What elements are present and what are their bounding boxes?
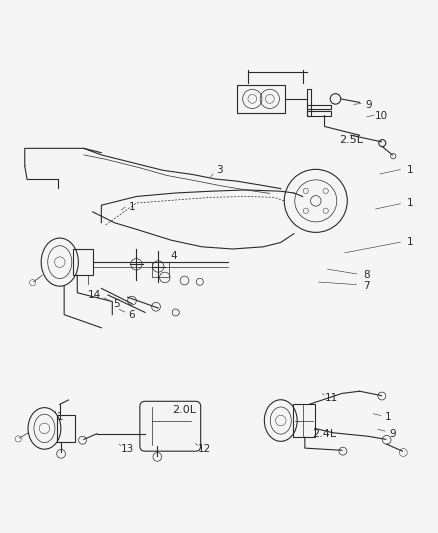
Text: 12: 12 [197, 444, 210, 454]
Text: 2.4L: 2.4L [312, 429, 336, 439]
Bar [306, 89, 311, 116]
Bar [306, 104, 330, 109]
Bar [306, 111, 330, 116]
Bar [151, 262, 169, 278]
Text: 11: 11 [324, 393, 337, 403]
Text: 2.0L: 2.0L [172, 405, 196, 415]
Text: 7: 7 [362, 281, 368, 291]
Text: 3: 3 [215, 165, 223, 175]
Text: 1: 1 [406, 198, 412, 208]
Text: 10: 10 [374, 110, 387, 120]
Text: 1: 1 [128, 203, 135, 213]
Bar [292, 405, 314, 437]
Bar [57, 415, 75, 441]
Text: 1: 1 [406, 165, 412, 175]
Text: 5: 5 [113, 298, 120, 309]
Text: 8: 8 [362, 270, 368, 280]
Text: 1: 1 [57, 413, 63, 423]
Text: 4: 4 [170, 251, 177, 261]
Bar [237, 85, 285, 114]
Text: 2.5L: 2.5L [338, 135, 362, 144]
Text: 9: 9 [364, 100, 371, 110]
Bar [73, 249, 92, 275]
Text: 1: 1 [384, 413, 390, 423]
Text: 13: 13 [121, 444, 134, 454]
Text: 6: 6 [128, 310, 135, 320]
Text: 14: 14 [88, 290, 101, 300]
Text: 1: 1 [406, 237, 412, 247]
Text: 9: 9 [388, 429, 395, 439]
